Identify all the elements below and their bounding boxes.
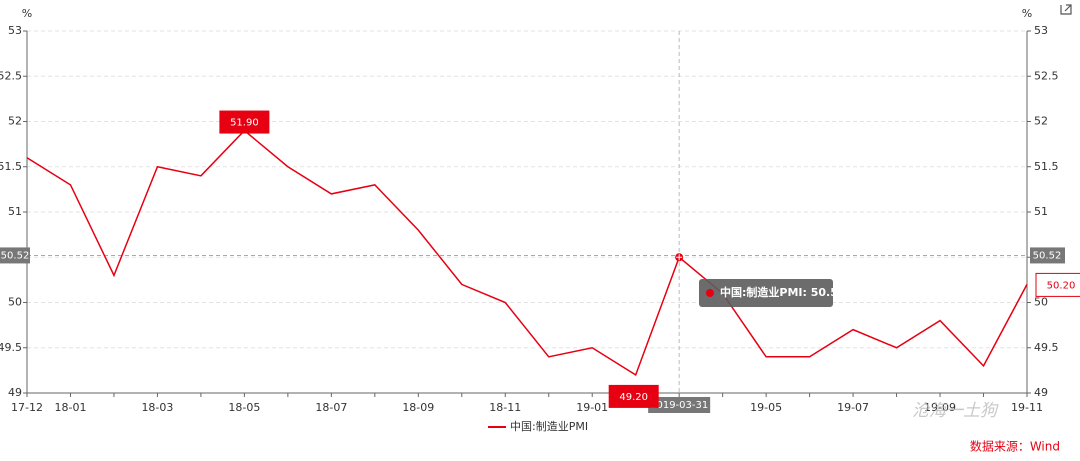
x-tick-label: 18-11 xyxy=(489,401,521,414)
x-tick-label: 18-05 xyxy=(228,401,260,414)
x-tick-label: 19-05 xyxy=(750,401,782,414)
value-label-box xyxy=(1035,272,1080,297)
crosshair-y2-label-box xyxy=(1030,247,1065,264)
hover-cross xyxy=(676,254,683,261)
x-tick-label: 18-01 xyxy=(54,401,86,414)
value-label: 51.90 xyxy=(230,118,259,129)
tooltip-box xyxy=(699,279,833,307)
legend-label: 中国:制造业PMI xyxy=(510,419,588,433)
value-label-box xyxy=(608,384,659,408)
crosshair-x-label: 2019-03-31 xyxy=(650,400,708,411)
tooltip-text: 中国:制造业PMI: 50.50 % xyxy=(720,285,860,299)
data-line xyxy=(26,129,1028,377)
y-tick-label: 51.5 xyxy=(0,160,22,173)
y-tick-label: 51 xyxy=(8,205,22,218)
crosshair-x-label-box xyxy=(648,397,711,413)
source: 数据来源：Wind xyxy=(970,439,1060,454)
y2-tick-label: 52.5 xyxy=(1034,69,1059,82)
x-tick-label: 19-09 xyxy=(924,401,956,414)
value-label-box xyxy=(219,110,270,134)
y2-tick-label: 53 xyxy=(1034,24,1048,37)
crosshair-y-label-box xyxy=(0,247,30,264)
y-tick-label: 52.5 xyxy=(0,69,22,82)
y2-tick-label: 50 xyxy=(1034,296,1048,309)
y2-tick-label: 52 xyxy=(1034,115,1048,128)
y2-tick-label: 51 xyxy=(1034,205,1048,218)
crosshair-y-label: 50.52 xyxy=(1,250,30,261)
x-tick-label: 18-03 xyxy=(141,401,173,414)
x-tick-label: 19-11 xyxy=(1011,401,1043,414)
x-tick-label: 17-12 xyxy=(11,401,43,414)
crosshair-y2-label: 50.52 xyxy=(1033,250,1062,261)
y-unit: % xyxy=(22,7,32,20)
value-label: 50.20 xyxy=(1047,280,1076,291)
y-tick-label: 49.5 xyxy=(0,341,22,354)
y-tick-label: 50 xyxy=(8,296,22,309)
y-tick-label: 52 xyxy=(8,115,22,128)
x-tick-label: 19-07 xyxy=(837,401,869,414)
x-tick-label: 18-07 xyxy=(315,401,347,414)
y-tick-label: 49 xyxy=(8,386,22,399)
y2-tick-label: 49 xyxy=(1034,386,1048,399)
watermark: 沧海一土狗 xyxy=(912,401,999,421)
value-label: 49.20 xyxy=(619,392,648,403)
x-tick-label: 18-09 xyxy=(402,401,434,414)
y2-unit: % xyxy=(1022,7,1032,20)
y2-tick-label: 51.5 xyxy=(1034,160,1059,173)
x-tick-label: 19-01 xyxy=(576,401,608,414)
tooltip-dot xyxy=(706,289,714,297)
y-tick-label: 53 xyxy=(8,24,22,37)
y2-tick-label: 49.5 xyxy=(1034,341,1059,354)
export-icon[interactable] xyxy=(1060,4,1072,15)
